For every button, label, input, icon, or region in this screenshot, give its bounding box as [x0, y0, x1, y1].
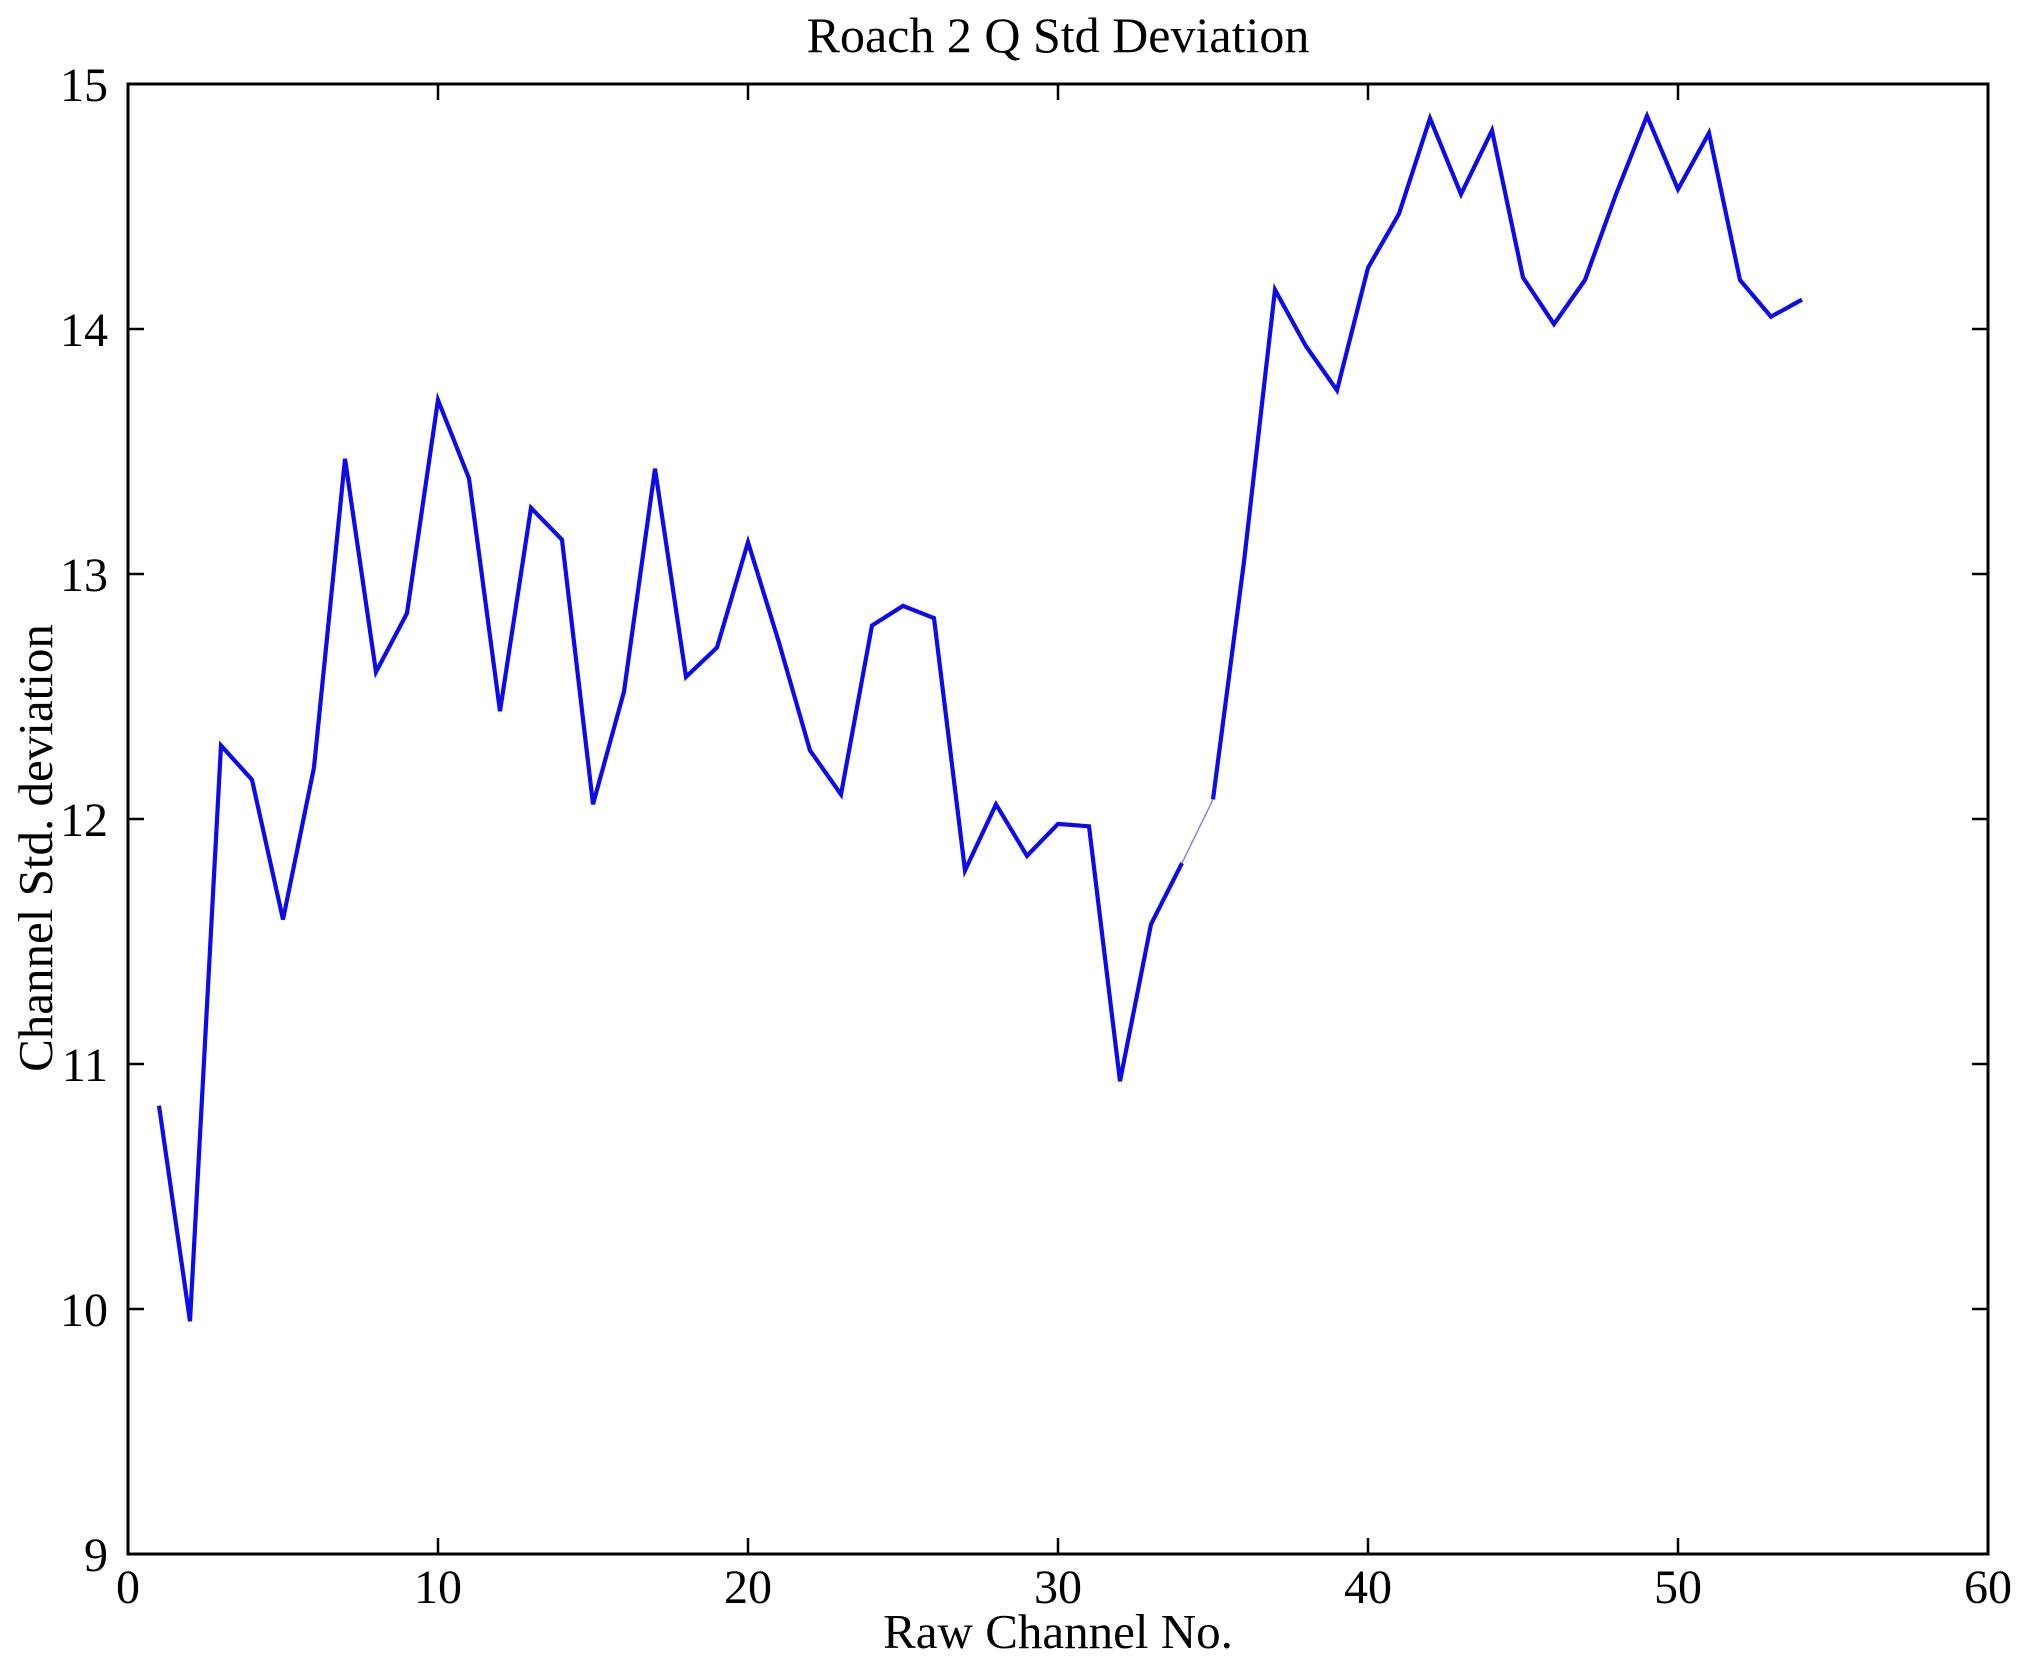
x-tick-label: 60	[1964, 1561, 2012, 1614]
x-tick-label: 10	[414, 1561, 462, 1614]
y-tick-label: 10	[60, 1284, 108, 1337]
x-tick-label: 30	[1034, 1561, 1082, 1614]
data-line-thin-artifact	[1181, 799, 1214, 864]
axes-layer: 0 10 20 30 40 50 60 9 10 11 12 13 14 15	[60, 59, 2012, 1614]
data-line	[1210, 110, 1804, 800]
data-series-layer	[156, 110, 1804, 1322]
x-tick-label: 50	[1654, 1561, 1702, 1614]
plot-border	[126, 82, 1990, 1556]
x-tick-label: 40	[1344, 1561, 1392, 1614]
y-tick-label: 11	[62, 1039, 108, 1092]
y-tick-label: 12	[60, 794, 108, 847]
x-tick-label: 0	[116, 1561, 140, 1614]
data-line	[156, 391, 1184, 1322]
x-axis-label: Raw Channel No.	[883, 1604, 1233, 1659]
y-tick-label: 13	[60, 549, 108, 602]
y-axis-label: Channel Std. deviation	[8, 624, 63, 1072]
x-tick-label: 20	[724, 1561, 772, 1614]
y-tick-label: 9	[84, 1529, 108, 1582]
y-tick-label: 15	[60, 59, 108, 112]
chart-title: Roach 2 Q Std Deviation	[807, 7, 1310, 63]
y-tick-label: 14	[60, 304, 108, 357]
